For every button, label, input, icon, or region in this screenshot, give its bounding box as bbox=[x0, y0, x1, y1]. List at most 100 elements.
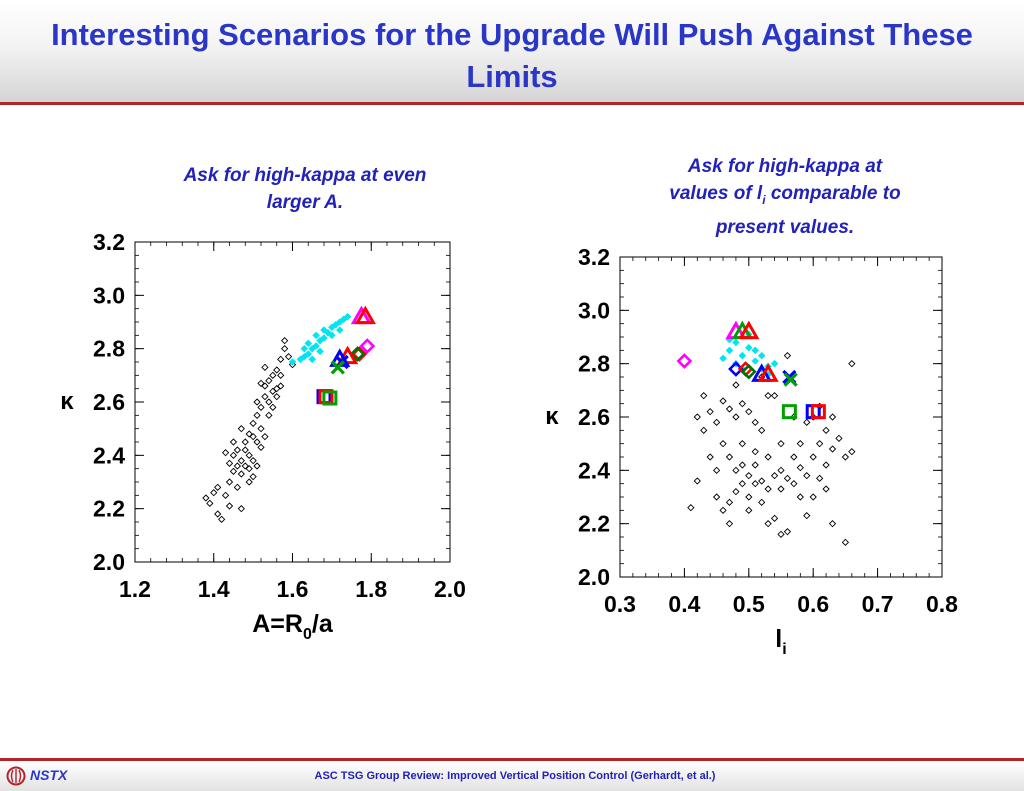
title-bar bbox=[0, 0, 1024, 103]
chart-0-series-0-point-47 bbox=[241, 446, 249, 454]
chart-1-series-1-point-9 bbox=[757, 351, 766, 360]
caption-right-line2-post: comparable to bbox=[765, 183, 901, 204]
chart-0-series-0-point-53 bbox=[245, 430, 253, 438]
chart-1-series-1-point-12 bbox=[770, 359, 779, 368]
chart-1-series-0-point-66 bbox=[693, 413, 701, 421]
chart-1-series-0-point-16 bbox=[751, 461, 759, 469]
chart-0-series-3-point-0 bbox=[354, 305, 376, 325]
chart-0-series-0-point-54 bbox=[257, 379, 265, 387]
chart-0-series-1-point-4 bbox=[304, 339, 313, 348]
chart-1-series-0-point-72 bbox=[828, 520, 837, 528]
chart-1-series-1-point-7 bbox=[751, 346, 760, 355]
chart-1-series-0-point-31 bbox=[706, 453, 714, 461]
chart-1-series-0-point-40 bbox=[783, 528, 792, 536]
slide-title: Interesting Scenarios for the Upgrade Wi… bbox=[51, 17, 973, 94]
chart-1-x-tick-label: 0.8 bbox=[926, 591, 958, 617]
chart-1-series-1-point-4 bbox=[738, 351, 747, 360]
chart-1-series-0-point-20 bbox=[777, 466, 785, 474]
chart-0-series-0-point-37 bbox=[284, 353, 293, 361]
chart-0-series-1-point-11 bbox=[324, 328, 332, 337]
chart-1-x-tick-label: 0.4 bbox=[668, 591, 700, 617]
chart-0-series-1-point-0 bbox=[288, 358, 297, 366]
chart-1-x-tick-label: 0.6 bbox=[797, 591, 829, 617]
chart-0-series-1-point-6 bbox=[312, 342, 320, 350]
chart-1-series-0-point-76 bbox=[816, 474, 824, 482]
chart-0-series-0-point-52 bbox=[277, 382, 285, 390]
chart-0-series-0-point-36 bbox=[280, 345, 289, 353]
chart-1-series-0-point-26 bbox=[816, 440, 824, 448]
chart-0-series-0-point-24 bbox=[257, 425, 265, 433]
chart-1-series-0-point-43 bbox=[822, 485, 830, 493]
chart-1-series-1-point-2 bbox=[732, 338, 740, 347]
chart-1-series-0-point-21 bbox=[783, 474, 792, 482]
chart-0-series-0-point-3 bbox=[214, 510, 222, 518]
chart-0-series-6-point-0 bbox=[349, 346, 366, 362]
chart-0-series-4-point-0 bbox=[359, 338, 376, 354]
chart-0-series-0-point-46 bbox=[249, 473, 257, 481]
footer-divider bbox=[0, 758, 1024, 761]
chart-0-y-tick-label: 2.0 bbox=[93, 549, 125, 575]
chart-0-plot-frame bbox=[134, 241, 451, 563]
chart-1-series-0-point-25 bbox=[809, 453, 817, 461]
chart-0-x-tick-label: 2.0 bbox=[434, 576, 466, 602]
chart-0-x-tick-label: 1.4 bbox=[198, 576, 230, 602]
chart-1-series-0-point-27 bbox=[822, 426, 830, 434]
kappa-vs-aspect-ratio-chart: 1.2 1.4 1.6 1.8 2.0 2.0 2.2 2.4 2.6 2.8 3.0 3.2 A=R0… bbox=[60, 229, 466, 643]
chart-1-series-0-point-47 bbox=[751, 448, 759, 456]
chart-0-series-0-point-17 bbox=[245, 465, 253, 473]
chart-0-series-0-point-13 bbox=[237, 470, 245, 478]
chart-1-series-0-point-15 bbox=[745, 472, 753, 480]
chart-1-x-axis-label: li bbox=[775, 625, 786, 658]
chart-0-series-0-point-57 bbox=[237, 505, 245, 513]
chart-0-series-0-point-34 bbox=[277, 371, 285, 379]
chart-0-series-0-point-55 bbox=[214, 483, 222, 491]
chart-1-series-1-point-1 bbox=[725, 346, 734, 355]
chart-1-plot-frame bbox=[619, 256, 943, 578]
chart-1-series-0-point-7 bbox=[745, 408, 753, 416]
chart-1-series-0-point-11 bbox=[719, 440, 727, 448]
chart-0-x-tick-label: 1.2 bbox=[119, 576, 151, 602]
chart-1-series-0-point-24 bbox=[803, 472, 811, 480]
chart-0-series-0-point-45 bbox=[280, 337, 289, 345]
chart-1-series-0-point-10 bbox=[764, 392, 772, 400]
chart-0-series-0-point-48 bbox=[229, 438, 238, 446]
chart-1-series-0-point-2 bbox=[712, 418, 721, 426]
chart-1-series-0-point-5 bbox=[732, 413, 740, 421]
caption-right-line2-pre: values of l bbox=[669, 183, 763, 204]
chart-1-series-0-point-69 bbox=[796, 440, 804, 448]
chart-0-series-0-point-39 bbox=[233, 483, 242, 491]
chart-1-series-1-point-0 bbox=[719, 354, 727, 363]
chart-1-series-0-point-55 bbox=[848, 360, 856, 368]
chart-1-series-0-point-29 bbox=[835, 434, 843, 442]
chart-0-series-13-point-0 bbox=[322, 390, 338, 406]
chart-1-series-0-point-74 bbox=[790, 453, 798, 461]
chart-1-series-0-point-71 bbox=[822, 461, 830, 469]
chart-0-series-0-point-21 bbox=[253, 438, 261, 446]
footer-bar: NSTX ASC TSG Group Review: Improved Vert… bbox=[0, 761, 1024, 791]
chart-0-series-0-point-18 bbox=[249, 457, 257, 465]
chart-1-y-axis-label: κ bbox=[545, 403, 559, 430]
chart-0-y-tick-label: 3.0 bbox=[93, 282, 125, 308]
chart-1-series-0-point-3 bbox=[719, 397, 727, 405]
chart-0-series-1-point-13 bbox=[328, 331, 336, 340]
chart-0-y-tick-label: 2.8 bbox=[93, 336, 125, 362]
chart-1-series-0-point-34 bbox=[725, 498, 734, 506]
chart-0-series-0-point-6 bbox=[225, 478, 234, 486]
chart-0-series-1-point-15 bbox=[335, 326, 344, 334]
chart-1-series-0-point-38 bbox=[770, 514, 779, 522]
chart-1-series-0-point-13 bbox=[732, 466, 740, 474]
chart-0-series-0-point-11 bbox=[233, 446, 242, 454]
chart-1-series-0-point-30 bbox=[841, 453, 850, 461]
chart-1-series-0-point-75 bbox=[803, 512, 811, 520]
chart-1-series-0-point-68 bbox=[687, 504, 695, 512]
chart-1-y-tick-label: 2.8 bbox=[578, 351, 610, 377]
chart-0-x-tick-label: 1.8 bbox=[355, 576, 387, 602]
chart-1-series-0-point-18 bbox=[764, 485, 772, 493]
chart-0-x-axis-label: A=R0/a bbox=[252, 610, 334, 643]
chart-1-series-0-point-0 bbox=[700, 392, 708, 400]
chart-0-series-1-point-18 bbox=[343, 312, 352, 321]
chart-1-x-tick-label: 0.7 bbox=[862, 591, 894, 617]
chart-1-series-0-point-51 bbox=[803, 418, 811, 426]
chart-1-series-0-point-17 bbox=[758, 477, 766, 485]
chart-0-y-tick-label: 2.2 bbox=[93, 496, 125, 522]
